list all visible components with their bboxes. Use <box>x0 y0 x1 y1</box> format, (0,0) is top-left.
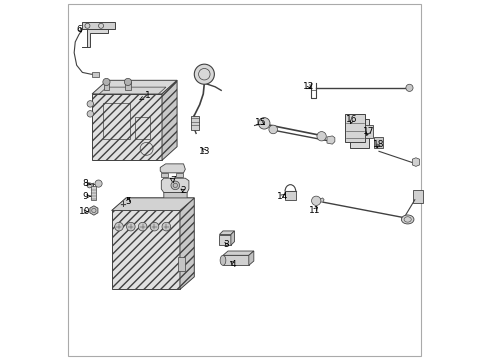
Polygon shape <box>161 178 188 193</box>
Bar <box>178 257 185 271</box>
Circle shape <box>268 125 277 134</box>
Circle shape <box>102 78 110 86</box>
FancyBboxPatch shape <box>412 190 422 203</box>
Text: +: + <box>119 200 126 209</box>
Text: 5: 5 <box>125 197 131 206</box>
Polygon shape <box>230 231 234 245</box>
Polygon shape <box>112 198 194 211</box>
Bar <box>285 192 295 200</box>
Polygon shape <box>248 251 253 265</box>
Bar <box>344 114 364 142</box>
Text: 9: 9 <box>82 192 90 201</box>
Polygon shape <box>219 231 234 234</box>
Polygon shape <box>223 255 248 265</box>
Bar <box>135 117 150 139</box>
Polygon shape <box>92 94 162 160</box>
Bar <box>364 125 372 138</box>
Polygon shape <box>82 30 108 47</box>
Circle shape <box>126 222 135 231</box>
Polygon shape <box>112 198 194 211</box>
Polygon shape <box>411 158 419 166</box>
Bar <box>349 119 368 148</box>
Text: 16: 16 <box>346 115 357 124</box>
Circle shape <box>316 132 325 141</box>
Bar <box>82 22 115 30</box>
Circle shape <box>405 84 412 91</box>
Bar <box>190 116 198 130</box>
Ellipse shape <box>401 215 413 224</box>
Polygon shape <box>162 80 177 160</box>
Text: 14: 14 <box>276 192 287 201</box>
Bar <box>102 103 129 139</box>
Bar <box>91 186 96 200</box>
Bar <box>176 173 183 177</box>
Polygon shape <box>160 164 185 173</box>
Bar <box>373 137 383 148</box>
Circle shape <box>124 78 131 86</box>
Circle shape <box>150 222 159 231</box>
Circle shape <box>138 222 147 231</box>
Polygon shape <box>317 198 324 202</box>
Polygon shape <box>219 234 230 245</box>
Ellipse shape <box>220 255 225 265</box>
Bar <box>92 72 99 77</box>
Polygon shape <box>180 198 194 289</box>
Polygon shape <box>223 251 253 255</box>
Text: 12: 12 <box>303 82 314 91</box>
Text: 3: 3 <box>223 240 229 249</box>
Text: 15: 15 <box>254 118 266 127</box>
Text: 17: 17 <box>362 127 373 136</box>
Circle shape <box>87 183 92 188</box>
Circle shape <box>87 111 93 117</box>
Polygon shape <box>112 211 180 289</box>
Text: 7: 7 <box>169 176 175 185</box>
Text: 10: 10 <box>79 207 90 216</box>
Text: 8: 8 <box>82 179 90 188</box>
Circle shape <box>194 64 214 84</box>
Polygon shape <box>90 206 98 215</box>
Polygon shape <box>326 136 334 144</box>
Circle shape <box>311 196 320 206</box>
Polygon shape <box>99 87 165 94</box>
Circle shape <box>258 118 269 129</box>
Text: 18: 18 <box>372 140 384 149</box>
Circle shape <box>171 181 179 190</box>
Circle shape <box>162 222 170 231</box>
Text: 2: 2 <box>181 186 186 195</box>
Bar <box>161 173 167 177</box>
Circle shape <box>115 222 123 231</box>
Circle shape <box>95 180 102 187</box>
Polygon shape <box>163 193 187 202</box>
Polygon shape <box>92 80 177 94</box>
Bar <box>103 82 109 90</box>
Text: 1: 1 <box>139 91 150 100</box>
Text: 11: 11 <box>308 206 320 215</box>
Text: 13: 13 <box>199 147 210 156</box>
Text: 4: 4 <box>230 260 236 269</box>
Bar <box>125 82 131 90</box>
Circle shape <box>87 101 93 107</box>
Text: 6: 6 <box>77 25 82 34</box>
